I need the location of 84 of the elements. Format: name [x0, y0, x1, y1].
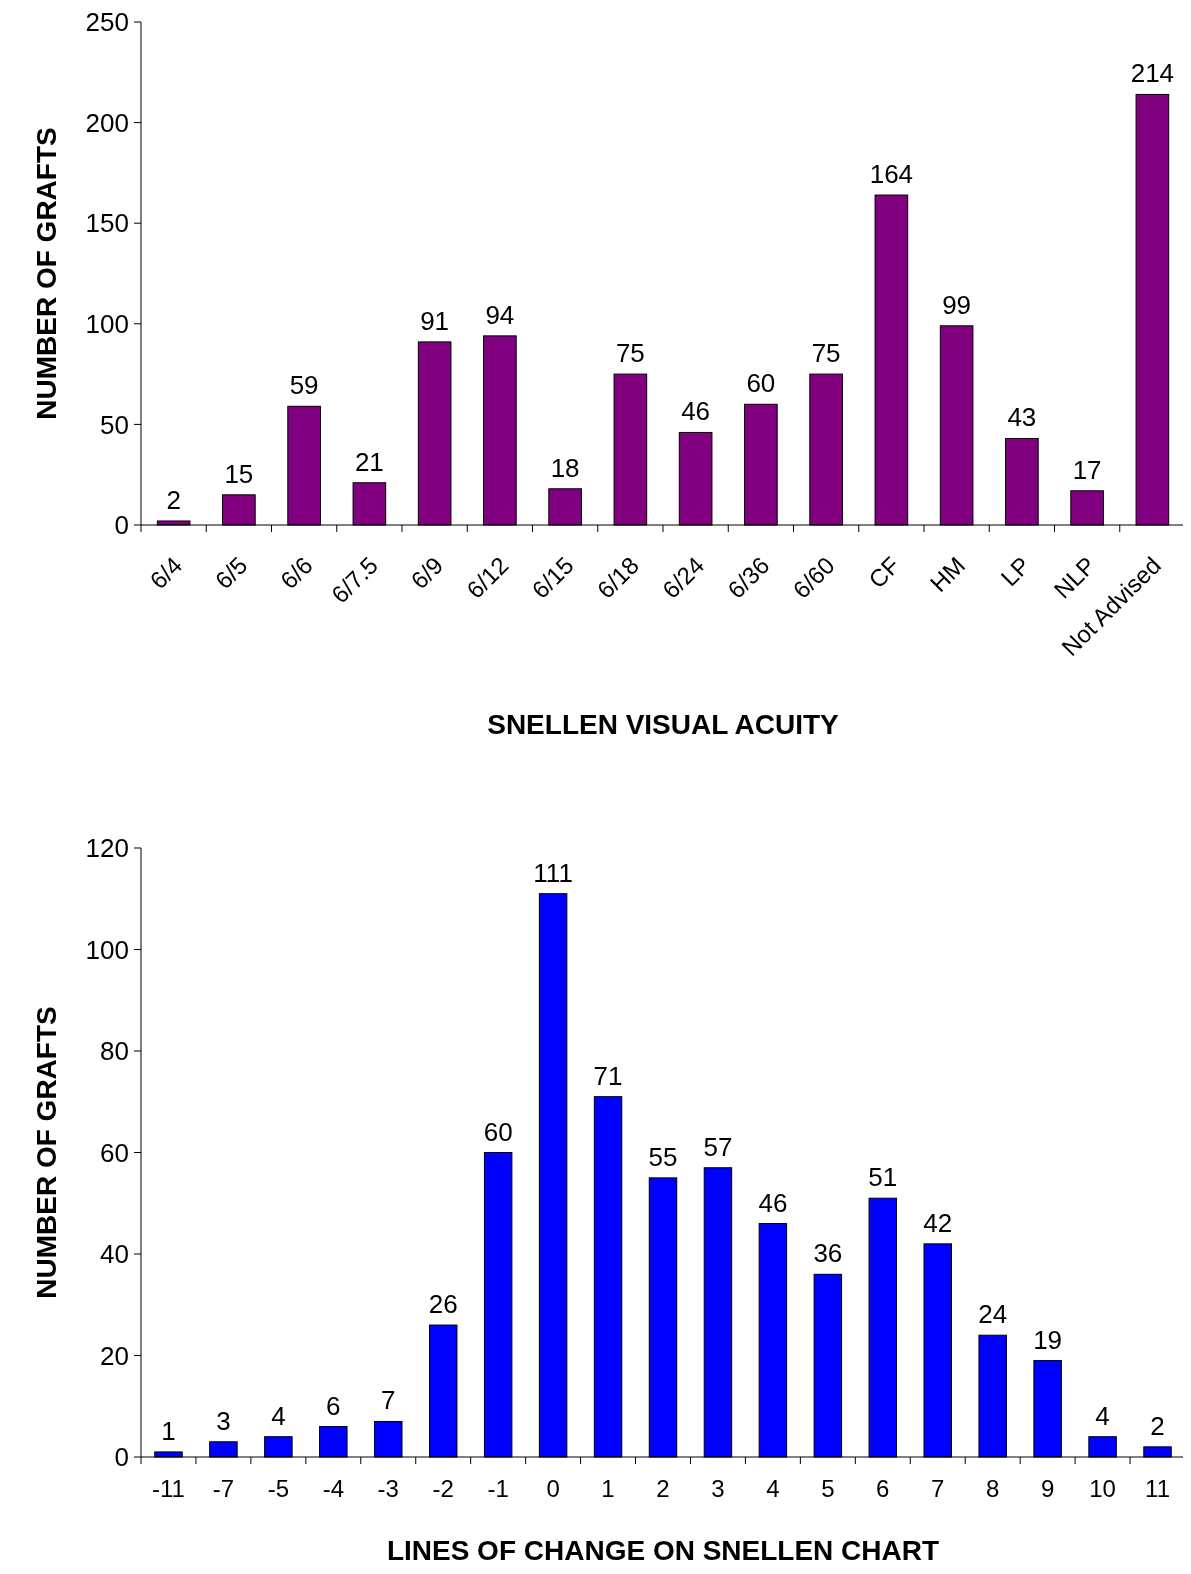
y-tick-label: 150 [85, 208, 129, 239]
data-label: 164 [869, 159, 914, 190]
x-tick-label: -11 [152, 1475, 185, 1502]
x-tick-label: -3 [377, 1475, 399, 1502]
data-label: 2 [166, 484, 181, 515]
y-axis-title: NUMBER OF GRAFTS [31, 127, 62, 420]
x-tick-label: -2 [432, 1475, 454, 1502]
data-label: 24 [978, 1299, 1008, 1330]
data-label: 18 [550, 452, 580, 483]
x-axis-title: LINES OF CHANGE ON SNELLEN CHART [386, 1535, 940, 1566]
y-tick-label: 60 [100, 1137, 129, 1168]
data-label: 19 [1033, 1324, 1063, 1355]
data-label: 94 [485, 299, 515, 330]
x-tick-label: 6/36 [722, 551, 775, 604]
data-label: 57 [703, 1131, 733, 1162]
y-tick-label: 100 [85, 308, 129, 339]
x-tick-label: 4 [766, 1475, 780, 1502]
data-label: 26 [428, 1289, 458, 1320]
data-label: 4 [271, 1400, 286, 1431]
data-label: 59 [289, 370, 319, 401]
x-tick-label: 2 [656, 1475, 670, 1502]
data-label: 6 [326, 1390, 341, 1421]
data-label: 60 [483, 1116, 513, 1147]
x-tick-label: 6 [876, 1475, 890, 1502]
data-label: 111 [533, 857, 573, 888]
x-tick-label: -4 [322, 1475, 344, 1502]
y-axis-title: NUMBER OF GRAFTS [31, 1006, 62, 1299]
x-tick-label: 6/15 [526, 551, 579, 604]
data-label: 4 [1095, 1400, 1110, 1431]
x-tick-label: 10 [1089, 1475, 1116, 1502]
x-tick-label: 6/60 [787, 551, 840, 604]
data-label: 71 [593, 1060, 623, 1091]
data-label: 1 [161, 1415, 176, 1446]
x-tick-label: CF [863, 551, 905, 594]
y-tick-label: 50 [100, 409, 129, 440]
x-tick-label: 1 [601, 1475, 615, 1502]
x-tick-label: 8 [986, 1475, 1000, 1502]
data-label: 75 [615, 338, 645, 369]
data-label: 51 [868, 1162, 898, 1193]
data-label: 46 [681, 396, 711, 427]
data-label: 55 [648, 1141, 678, 1172]
x-tick-label: 6/9 [405, 551, 449, 595]
x-tick-label: 6/6 [274, 551, 318, 595]
y-tick-label: 20 [100, 1340, 129, 1371]
x-axis-title: SNELLEN VISUAL ACUITY [487, 709, 840, 740]
x-tick-label: 11 [1145, 1475, 1170, 1502]
data-label: 46 [758, 1187, 788, 1218]
data-label: 7 [381, 1385, 396, 1416]
y-tick-label: 100 [85, 934, 129, 965]
x-tick-label: LP [995, 551, 1036, 592]
data-label: 3 [216, 1405, 231, 1436]
x-tick-label: 6/24 [657, 551, 710, 604]
y-tick-label: 40 [100, 1239, 129, 1270]
y-tick-label: 250 [85, 7, 129, 38]
y-tick-label: 80 [100, 1036, 129, 1067]
x-tick-label: 9 [1040, 1475, 1055, 1502]
data-label: 2 [1150, 1410, 1165, 1441]
x-tick-label: 5 [821, 1475, 835, 1502]
y-tick-label: 200 [85, 107, 129, 138]
data-label: 60 [746, 368, 776, 399]
data-label: 214 [1130, 58, 1175, 89]
x-tick-label: 6/4 [144, 551, 188, 595]
y-tick-label: 0 [114, 510, 129, 541]
x-tick-label: 6/12 [461, 551, 514, 604]
data-label: 75 [811, 338, 841, 369]
x-tick-label: 7 [931, 1475, 945, 1502]
x-tick-label: 3 [711, 1475, 725, 1502]
y-tick-label: 0 [114, 1442, 129, 1473]
data-label: 21 [354, 446, 384, 477]
data-label: 15 [224, 458, 254, 489]
x-tick-label: 0 [546, 1475, 560, 1502]
y-tick-label: 120 [85, 833, 129, 864]
data-label: 91 [420, 305, 450, 336]
x-tick-label: 6/5 [209, 551, 253, 595]
data-label: 36 [813, 1238, 843, 1269]
data-label: 17 [1072, 454, 1102, 485]
data-label: 99 [942, 289, 972, 320]
x-tick-label: -1 [487, 1475, 509, 1502]
x-tick-label: -7 [212, 1475, 235, 1502]
x-tick-label: 6/18 [591, 551, 644, 604]
x-tick-label: -5 [267, 1475, 290, 1502]
x-tick-label: HM [924, 551, 971, 597]
data-label: 42 [923, 1207, 953, 1238]
data-label: 43 [1007, 402, 1037, 433]
